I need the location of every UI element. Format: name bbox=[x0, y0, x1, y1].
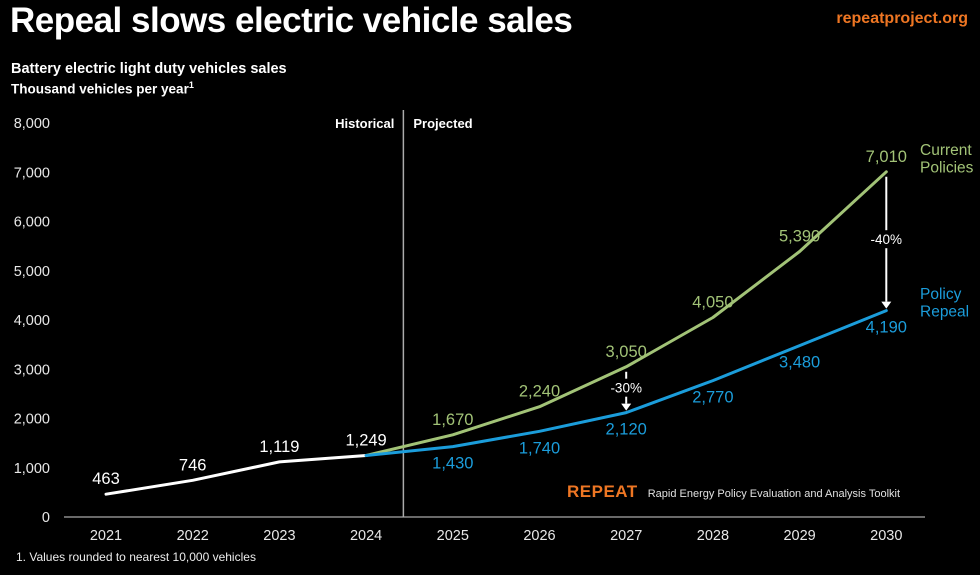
x-axis-label: 2021 bbox=[90, 528, 122, 544]
series-line-current-policies bbox=[364, 170, 888, 457]
series-line-policy-repeal bbox=[364, 309, 888, 457]
data-label: 2,240 bbox=[519, 383, 560, 401]
divider-label-historical: Historical bbox=[335, 116, 394, 131]
units-text: Thousand vehicles per year bbox=[11, 81, 189, 97]
data-label: 1,430 bbox=[432, 455, 473, 473]
x-axis-label: 2028 bbox=[697, 528, 729, 544]
y-tick-label: 2,000 bbox=[14, 412, 50, 428]
y-tick-label: 5,000 bbox=[14, 264, 50, 280]
x-axis-label: 2025 bbox=[437, 528, 469, 544]
x-axis-label: 2030 bbox=[870, 528, 902, 544]
footnote: 1. Values rounded to nearest 10,000 vehi… bbox=[16, 550, 256, 564]
site-link[interactable]: repeatproject.org bbox=[836, 10, 968, 27]
footnote-marker: 1 bbox=[188, 80, 194, 90]
data-label: 2,770 bbox=[692, 389, 733, 407]
data-label: 1,249 bbox=[345, 431, 386, 449]
divider-label-projected: Projected bbox=[413, 116, 472, 131]
data-label: 746 bbox=[179, 456, 207, 474]
legend-label-policy-repeal: Repeal bbox=[920, 304, 969, 321]
series-line-historical bbox=[104, 454, 368, 496]
data-label: 1,740 bbox=[519, 439, 560, 457]
repeat-logo: REPEAT bbox=[567, 482, 638, 501]
y-tick-label: 7,000 bbox=[14, 165, 50, 181]
data-label: 3,480 bbox=[779, 354, 820, 372]
data-label: 1,670 bbox=[432, 411, 473, 429]
y-tick-label: 6,000 bbox=[14, 215, 50, 231]
y-tick-label: 8,000 bbox=[14, 116, 50, 132]
data-label: 3,050 bbox=[606, 343, 647, 361]
y-tick-label: 0 bbox=[42, 510, 50, 526]
data-label: 4,190 bbox=[866, 319, 907, 337]
y-tick-label: 4,000 bbox=[14, 313, 50, 329]
x-axis-label: 2022 bbox=[177, 528, 209, 544]
annotation-arrow-head bbox=[881, 301, 892, 309]
data-label: 5,390 bbox=[779, 228, 820, 246]
legend-label-current-policies: Policies bbox=[920, 160, 974, 177]
annotation-label: -30% bbox=[610, 381, 642, 396]
data-label: 1,119 bbox=[259, 438, 299, 456]
x-axis-label: 2029 bbox=[783, 528, 815, 544]
page-title: Repeal slows electric vehicle sales bbox=[10, 1, 573, 40]
x-axis-label: 2024 bbox=[350, 528, 382, 544]
chart-units-label: Thousand vehicles per year1 bbox=[11, 80, 287, 97]
data-label: 463 bbox=[92, 470, 120, 488]
annotation-arrow-head bbox=[621, 403, 632, 411]
annotation-label-bg bbox=[865, 230, 908, 249]
data-label: 4,050 bbox=[692, 294, 733, 312]
data-label: 7,010 bbox=[866, 148, 907, 166]
x-axis-label: 2027 bbox=[610, 528, 642, 544]
chart-subtitle-block: Battery electric light duty vehicles sal… bbox=[11, 61, 287, 97]
y-tick-label: 1,000 bbox=[14, 461, 50, 477]
x-axis-label: 2026 bbox=[523, 528, 555, 544]
legend-label-policy-repeal: Policy bbox=[920, 286, 962, 303]
x-axis-label: 2023 bbox=[263, 528, 295, 544]
annotation-label-bg bbox=[605, 378, 648, 397]
y-tick-label: 3,000 bbox=[14, 362, 50, 378]
legend-label-current-policies: Current bbox=[920, 142, 972, 159]
annotation-label: -40% bbox=[871, 232, 903, 247]
data-label: 2,120 bbox=[606, 421, 647, 439]
chart-title: Battery electric light duty vehicles sal… bbox=[11, 61, 287, 77]
repeat-branding: REPEAT Rapid Energy Policy Evaluation an… bbox=[567, 482, 900, 502]
repeat-tagline: Rapid Energy Policy Evaluation and Analy… bbox=[647, 488, 901, 500]
